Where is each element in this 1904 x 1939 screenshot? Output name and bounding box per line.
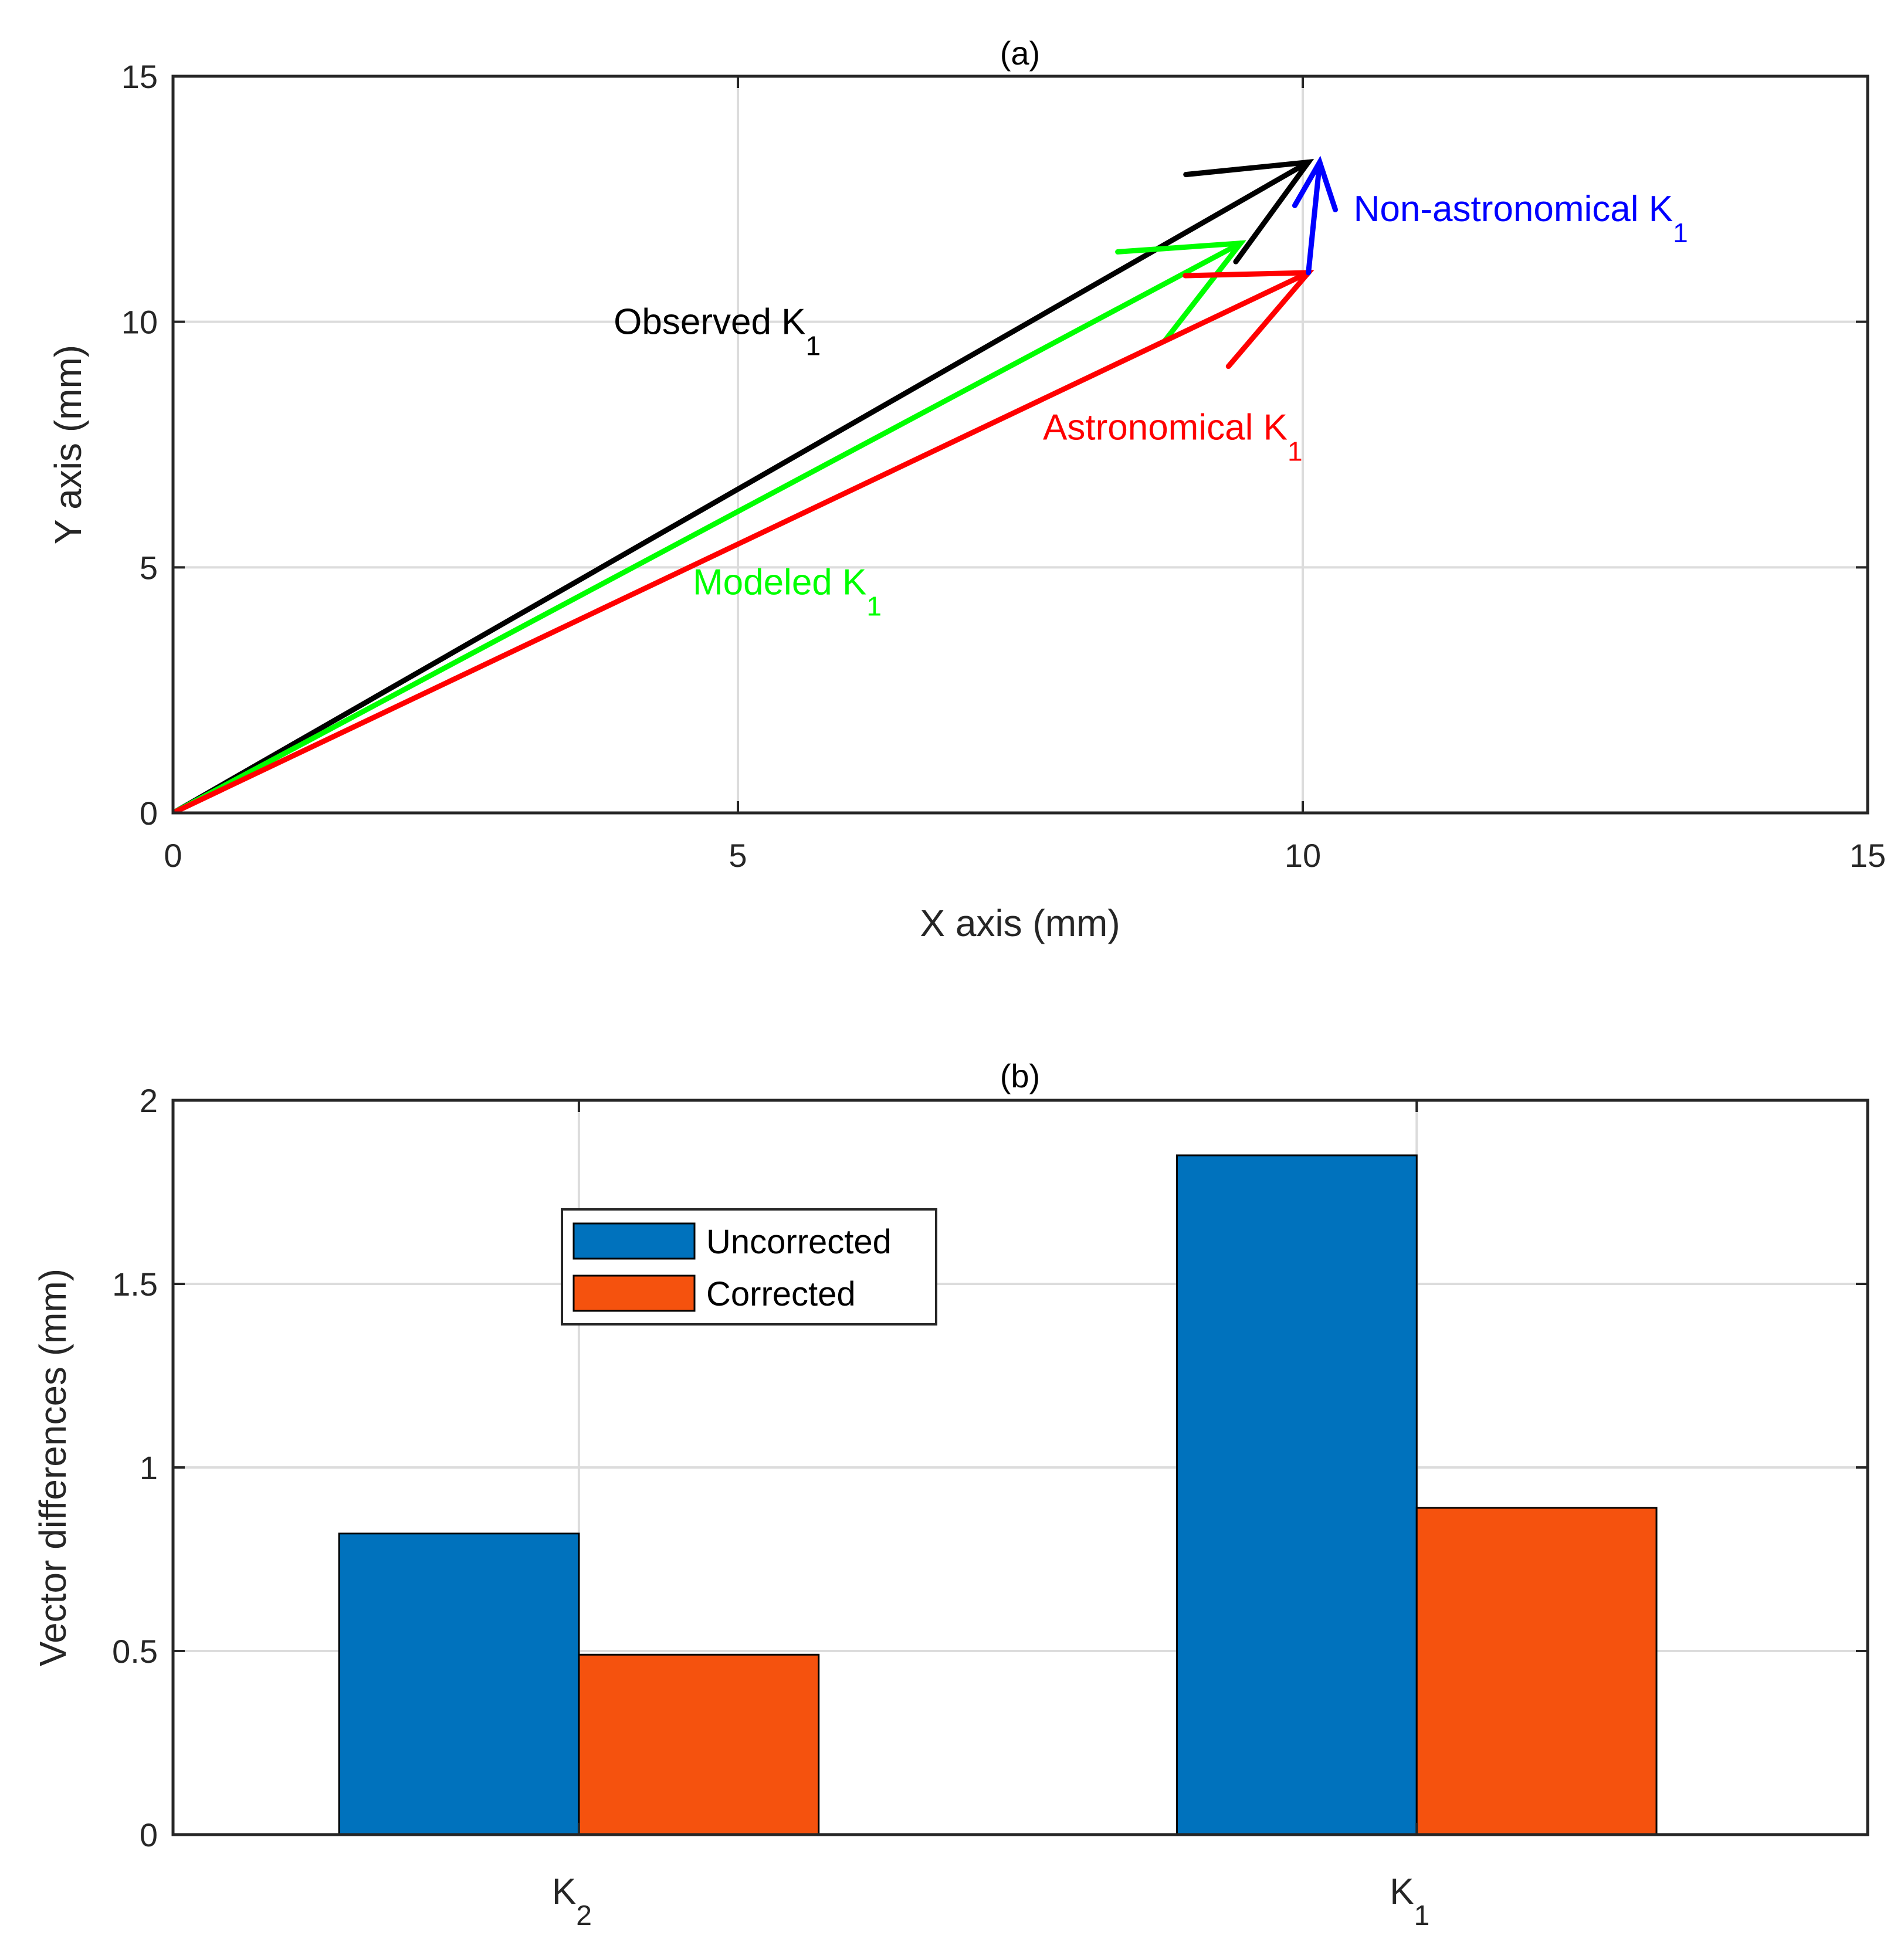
panel-a-y-tick-label: 5 bbox=[140, 549, 158, 586]
panel-b-title: (b) bbox=[1000, 1057, 1040, 1094]
bar-corrected-k2 bbox=[578, 1653, 820, 1835]
panel-b-y-tick-label: 0 bbox=[140, 1816, 158, 1853]
panel-a-y-axis-label: Y axis (mm) bbox=[47, 345, 89, 544]
observed-vector-shaft bbox=[173, 160, 1312, 813]
non-astronomical-vector-label-subscript: 1 bbox=[1673, 218, 1688, 248]
bar-corrected-k1 bbox=[1415, 1507, 1658, 1835]
bar-uncorrected-k1 bbox=[1175, 1154, 1418, 1835]
modeled-vector-shaft bbox=[173, 240, 1244, 813]
legend-label-corrected: Corrected bbox=[706, 1275, 856, 1313]
panel-b-y-tick-label: 0.5 bbox=[112, 1633, 158, 1670]
panel-a-x-tick-label: 0 bbox=[164, 837, 182, 874]
legend-label-uncorrected: Uncorrected bbox=[706, 1223, 892, 1261]
category-label-subscript: 1 bbox=[1414, 1900, 1430, 1931]
panel-a-y-tick-label: 10 bbox=[121, 304, 158, 341]
panel-b-y-tick-label: 1.5 bbox=[112, 1266, 158, 1303]
panel-b-axes-box bbox=[171, 1099, 1869, 1836]
panel-b-y-tick-label: 2 bbox=[140, 1082, 158, 1119]
category-label-subscript: 2 bbox=[576, 1900, 592, 1931]
panel-a-x-axis-label: X axis (mm) bbox=[920, 902, 1120, 944]
category-label-k1: K1 bbox=[1390, 1872, 1429, 1931]
panel-b-bars bbox=[338, 1154, 1658, 1835]
panel-b: 0 0.5 1 1.5 2 (b) Vector differences (mm) K2… bbox=[32, 1057, 1869, 1931]
panel-a: 0 5 10 15 0 5 10 15 (a) X axis (mm) Y axis (mm)… bbox=[47, 35, 1886, 944]
category-label-k2: K2 bbox=[552, 1872, 592, 1931]
astronomical-vector-shaft bbox=[173, 270, 1312, 813]
panel-a-y-tick-label: 0 bbox=[140, 795, 158, 832]
panel-a-plot-area bbox=[173, 76, 1868, 813]
modeled-vector-arrowhead bbox=[1115, 240, 1246, 344]
modeled-vector-label-subscript: 1 bbox=[866, 591, 882, 621]
panel-b-y-tick-label: 1 bbox=[140, 1449, 158, 1486]
observed-vector bbox=[173, 159, 1314, 813]
panel-a-title: (a) bbox=[1000, 35, 1040, 72]
non-astronomical-vector-shaft bbox=[1306, 160, 1323, 276]
legend: Uncorrected Corrected bbox=[561, 1208, 937, 1326]
non-astronomical-vector bbox=[1292, 155, 1339, 276]
panel-a-axes-box bbox=[171, 74, 1869, 815]
observed-vector-arrowhead bbox=[1183, 159, 1314, 265]
bar-uncorrected-k2 bbox=[338, 1533, 580, 1835]
panel-b-category-labels: K2 K1 bbox=[552, 1872, 1429, 1931]
legend-swatch-uncorrected bbox=[572, 1222, 696, 1260]
observed-vector-label-subscript: 1 bbox=[806, 331, 821, 361]
panel-a-x-tick-label: 10 bbox=[1285, 837, 1321, 874]
legend-swatch-corrected bbox=[572, 1274, 696, 1312]
modeled-vector bbox=[173, 240, 1246, 813]
panel-a-y-tick-label: 15 bbox=[121, 58, 158, 95]
panel-b-y-axis-label: Vector differences (mm) bbox=[32, 1269, 74, 1666]
panel-a-vectors bbox=[173, 155, 1339, 813]
panel-a-x-tick-label: 15 bbox=[1849, 837, 1886, 874]
non-astronomical-vector-arrowhead bbox=[1292, 155, 1339, 212]
astronomical-vector-label-subscript: 1 bbox=[1288, 436, 1303, 467]
panel-a-grid bbox=[173, 76, 1868, 813]
panel-a-x-tick-label: 5 bbox=[729, 837, 747, 874]
